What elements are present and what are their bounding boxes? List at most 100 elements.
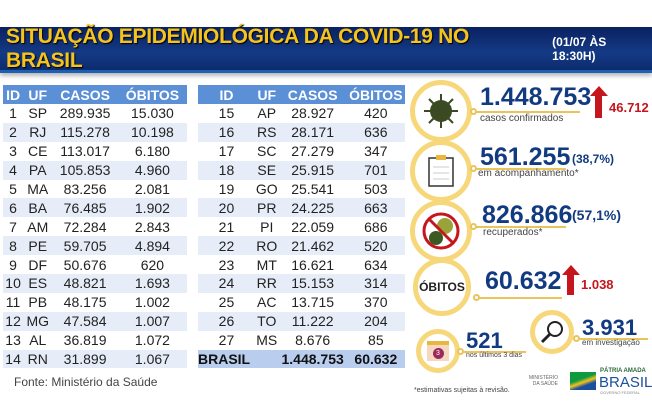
cell-obitos: 1.902 — [117, 198, 187, 218]
cell-obitos: 503 — [364, 181, 388, 197]
recovered-label: recuperados* — [483, 227, 543, 238]
table-row: 6 BA 76.485 1.902 — [3, 198, 187, 218]
col-casos: CASOS — [278, 85, 347, 104]
investigation-value: 3.931 — [582, 315, 638, 340]
cell-obitos: 420 — [364, 105, 388, 122]
table-row: 18 SE 25.915 701 — [198, 160, 405, 180]
table-row: 8 PE 59.705 4.894 — [3, 236, 187, 256]
cell-casos: 36.819 — [63, 332, 107, 349]
table-row: 19 GO 25.541 503 — [198, 180, 405, 199]
cell-obitos: 620 — [140, 256, 165, 273]
last3-label: nos últimos 3 dias — [466, 352, 523, 359]
calendar-number: 3 — [432, 347, 444, 359]
cell-casos: 24.225 — [278, 198, 347, 218]
cell-obitos: 636 — [346, 122, 405, 142]
total-row: BRASIL 1.448.753 60.632 — [198, 349, 405, 369]
no-virus-icon — [410, 200, 472, 262]
cell-uf: PA — [23, 160, 53, 180]
cell-uf: MT — [256, 256, 277, 273]
cell-casos: 28.927 — [291, 105, 335, 122]
cell-id: 15 — [218, 105, 235, 122]
cell-uf: DF — [28, 256, 48, 273]
cell-casos: 22.059 — [291, 218, 335, 235]
cell-obitos: 85 — [368, 332, 384, 349]
cell-uf: AP — [257, 105, 277, 122]
cell-casos: 76.485 — [52, 198, 118, 218]
up-arrow-icon — [595, 96, 602, 118]
title-banner: SITUAÇÃO EPIDEMIOLÓGICA DA COVID-19 NO B… — [0, 24, 652, 73]
confirmed-delta: 46.712 — [609, 100, 649, 115]
cell-id: 7 — [9, 218, 17, 235]
cell-casos: 27.279 — [291, 143, 335, 160]
cell-casos: 11.222 — [278, 311, 347, 331]
cell-casos: 47.584 — [52, 311, 118, 331]
investigation-label: em investigação — [582, 338, 640, 347]
table-row: 11 PB 48.175 1.002 — [3, 293, 187, 312]
cell-casos: 25.541 — [291, 181, 335, 197]
cell-uf: PE — [23, 236, 53, 256]
cell-id: 18 — [198, 160, 255, 180]
cell-obitos: 701 — [346, 160, 405, 180]
cell-id: 4 — [3, 160, 24, 180]
page-title: SITUAÇÃO EPIDEMIOLÓGICA DA COVID-19 NO B… — [6, 24, 470, 72]
cell-uf: RS — [254, 122, 279, 142]
deaths-delta: 1.038 — [581, 277, 614, 292]
table-row: 26 TO 11.222 204 — [198, 311, 405, 331]
table-row: 17 SC 27.279 347 — [198, 142, 405, 161]
up-arrow-head — [562, 265, 580, 275]
deaths-value: 60.632 — [485, 267, 562, 295]
cell-uf: MG — [23, 311, 53, 331]
total-label: BRASIL — [198, 349, 255, 369]
cell-casos: 15.153 — [278, 274, 347, 293]
cell-uf: PR — [254, 198, 279, 218]
table-row: 22 RO 21.462 520 — [198, 236, 405, 256]
cell-obitos: 4.894 — [117, 236, 187, 256]
cell-id: 1 — [9, 105, 17, 122]
table-row: 10 ES 48.821 1.693 — [3, 274, 187, 293]
cell-id: 17 — [218, 143, 235, 160]
last3-value: 521 — [466, 328, 503, 353]
cell-uf: AM — [27, 218, 49, 235]
col-obitos: ÓBITOS — [346, 85, 405, 104]
cell-obitos: 634 — [364, 256, 388, 273]
magnifier-icon — [530, 310, 574, 354]
cell-obitos: 686 — [364, 218, 388, 235]
cell-uf: RJ — [23, 122, 53, 142]
cell-uf: ES — [23, 274, 53, 293]
brand-name: BRASIL — [599, 374, 652, 391]
cell-uf: TO — [254, 311, 279, 331]
cell-id: 9 — [9, 256, 17, 273]
cell-uf: BA — [23, 198, 53, 218]
col-obitos: ÓBITOS — [117, 85, 187, 104]
cell-id: 10 — [3, 274, 24, 293]
table-row: 16 RS 28.171 636 — [198, 122, 405, 142]
table-row: 3 CE 113.017 6.180 — [3, 142, 187, 161]
table-row: 5 MA 83.256 2.081 — [3, 180, 187, 199]
cell-casos: 21.462 — [278, 236, 347, 256]
cell-id: 27 — [218, 332, 235, 349]
cell-casos: 115.278 — [52, 122, 118, 142]
table-row: 23 MT 16.621 634 — [198, 255, 405, 274]
monitoring-value: 561.255 — [480, 143, 571, 171]
cell-casos: 113.017 — [60, 143, 110, 160]
clipboard-icon — [410, 140, 472, 202]
cell-obitos: 10.198 — [117, 122, 187, 142]
cell-uf: GO — [255, 181, 278, 197]
cell-obitos: 520 — [346, 236, 405, 256]
brasil-flag-logo — [570, 372, 596, 390]
cell-id: 12 — [3, 311, 24, 331]
cell-id: 23 — [218, 256, 235, 273]
cell-uf: MA — [27, 181, 49, 197]
footnote: *estimativas sujeitas à revisão. — [414, 387, 510, 394]
table-row: 15 AP 28.927 420 — [198, 104, 405, 123]
cell-obitos: 204 — [346, 311, 405, 331]
cell-obitos: 370 — [364, 294, 388, 311]
table-row: 21 PI 22.059 686 — [198, 217, 405, 236]
cell-casos: 13.715 — [291, 294, 335, 311]
cell-casos: 31.899 — [52, 349, 118, 369]
table-row: 24 RR 15.153 314 — [198, 274, 405, 293]
table-row: 25 AC 13.715 370 — [198, 293, 405, 312]
cell-casos: 16.621 — [291, 256, 335, 273]
brand-top: PÁTRIA AMADA — [600, 368, 646, 374]
cell-uf: PB — [28, 294, 48, 311]
